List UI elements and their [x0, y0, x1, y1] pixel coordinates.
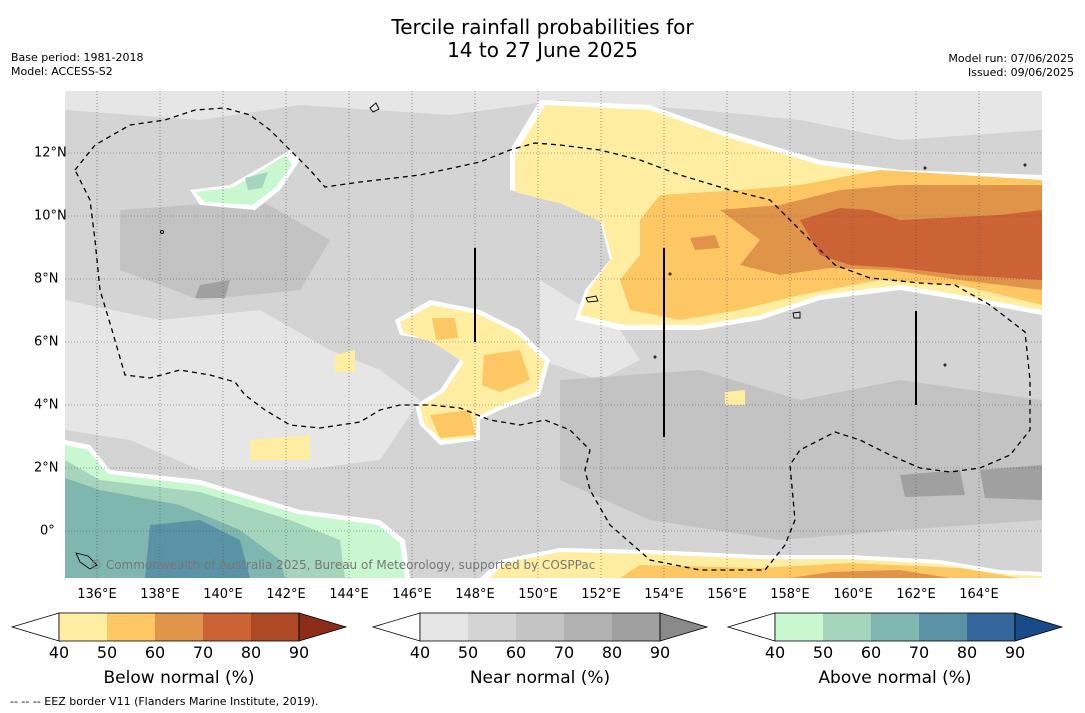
below-normal-40-spot1 [335, 350, 355, 372]
cb2-tick: 50 [457, 643, 479, 662]
cb1-tick: 60 [144, 643, 166, 662]
meta-left: Base period: 1981-2018 Model: ACCESS-S2 [11, 51, 143, 79]
near-normal-40-west [65, 300, 420, 470]
cb3-tick: 70 [908, 643, 930, 662]
lon-label: 158°E [770, 587, 810, 602]
above-normal-60-nw [245, 172, 268, 190]
vertical-markers [474, 248, 917, 437]
below-normal-40-w [250, 435, 310, 460]
cb1-tick: 90 [288, 643, 310, 662]
below-normal-60-s [790, 570, 950, 578]
cb2-tick: 90 [649, 643, 671, 662]
lon-label: 136°E [77, 587, 117, 602]
cb1-tick: 40 [48, 643, 70, 662]
lon-label: 138°E [140, 587, 180, 602]
footnote: -- -- -- EEZ border V11 (Flanders Marine… [10, 695, 319, 708]
title-line-1: Tercile rainfall probabilities for [391, 15, 694, 39]
below-normal-50-c2 [482, 350, 530, 392]
cb3-tick: 50 [812, 643, 834, 662]
lat-label: 12°N [34, 145, 67, 161]
near-normal-80-c [980, 465, 1042, 500]
cb1-tick: 70 [192, 643, 214, 662]
colorbar-label-above: Above normal (%) [818, 668, 972, 688]
lon-label: 142°E [266, 587, 306, 602]
map-credit: © Commonwealth of Australia 2025, Bureau… [90, 558, 596, 572]
colorbar-above-normal [726, 612, 1064, 642]
near-normal-40-north [65, 91, 1042, 140]
lon-label: 146°E [392, 587, 432, 602]
lon-label: 140°E [203, 587, 243, 602]
meta-right: Model run: 07/06/2025 Issued: 09/06/2025 [948, 52, 1074, 80]
lat-label: 10°N [34, 208, 67, 224]
below-normal-50-c1 [432, 318, 458, 340]
base-period: Base period: 1981-2018 [11, 51, 144, 64]
model-run: Model run: 07/06/2025 [948, 52, 1074, 65]
near-normal-60-a [120, 200, 330, 300]
lon-label: 160°E [833, 587, 873, 602]
lon-label: 162°E [896, 587, 936, 602]
colorbar-below-normal [10, 612, 348, 642]
lon-label: 150°E [518, 587, 558, 602]
above-normal-50-nw [195, 155, 292, 205]
lon-label: 156°E [707, 587, 747, 602]
lon-label: 148°E [455, 587, 495, 602]
cb3-tick: 60 [860, 643, 882, 662]
model-name: Model: ACCESS-S2 [11, 65, 113, 78]
issued-date: Issued: 09/06/2025 [967, 66, 1074, 79]
probability-fields [65, 91, 1042, 578]
lat-label: 2°N [34, 460, 59, 476]
lon-label: 154°E [644, 587, 684, 602]
below-normal-70-ne [800, 208, 1042, 280]
lon-label: 144°E [329, 587, 369, 602]
lat-label: 8°N [34, 271, 59, 287]
title-line-2: 14 to 27 June 2025 [447, 38, 638, 62]
near-normal-60-b [560, 370, 1042, 540]
below-normal-60-spot [690, 235, 720, 250]
cb3-tick: 40 [764, 643, 786, 662]
below-normal-40-spot2 [725, 390, 745, 405]
colorbar-label-below: Below normal (%) [103, 668, 255, 688]
cb2-tick: 40 [409, 643, 431, 662]
near-normal-80-a [195, 280, 230, 298]
cb1-tick: 50 [96, 643, 118, 662]
cb2-tick: 60 [505, 643, 527, 662]
colorbar-near-normal [371, 612, 709, 642]
below-normal-50-c3 [430, 410, 475, 438]
cb3-tick: 90 [1004, 643, 1026, 662]
cb3-tick: 80 [956, 643, 978, 662]
islands [75, 102, 1027, 570]
colorbar-label-near: Near normal (%) [469, 668, 611, 688]
lon-label: 152°E [581, 587, 621, 602]
near-normal-40-central [540, 280, 640, 380]
lat-label: 4°N [34, 397, 59, 413]
cb2-tick: 80 [601, 643, 623, 662]
lat-label: 6°N [34, 334, 59, 350]
cb1-tick: 80 [240, 643, 262, 662]
above-normal-80-sw [145, 520, 250, 578]
cb2-tick: 70 [553, 643, 575, 662]
lon-label: 164°E [959, 587, 999, 602]
lat-label: 0° [40, 523, 55, 539]
